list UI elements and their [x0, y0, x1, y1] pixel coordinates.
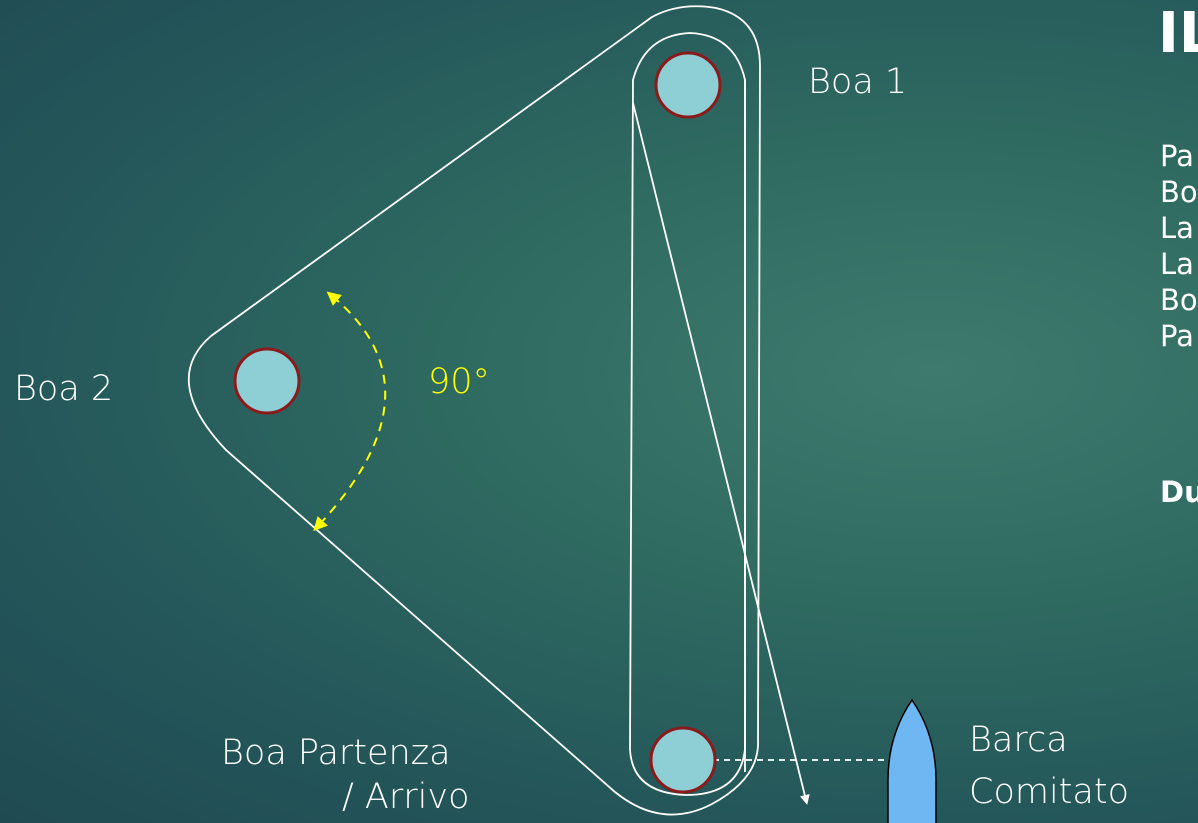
buoy-1-label: Boa 1	[808, 62, 908, 102]
list-item: Bo	[1160, 175, 1198, 209]
committee-boat-icon	[887, 698, 937, 823]
panel-title: IL	[1158, 1, 1198, 66]
list-item: La	[1160, 211, 1194, 245]
panel-list: Pa Bo La La Bo Pa	[1160, 138, 1198, 354]
start-buoy-icon	[649, 726, 717, 794]
buoy-1-icon	[654, 51, 722, 119]
buoy-2-icon	[233, 347, 301, 415]
committee-boat-label-line1: Barca	[969, 720, 1068, 760]
list-item: Pa	[1160, 139, 1194, 173]
inner-loop	[629, 32, 746, 796]
course-outline	[187, 5, 761, 816]
list-item: Bo	[1160, 283, 1198, 317]
start-buoy-label-line1: Boa Partenza	[221, 733, 451, 773]
diagonal-leg	[632, 102, 810, 805]
start-buoy-label-line2: / Arrivo	[342, 777, 470, 817]
list-item: La	[1160, 247, 1194, 281]
list-item: Pa	[1160, 319, 1194, 353]
panel-duration: Du	[1160, 475, 1198, 509]
angle-label: 90°	[428, 362, 491, 402]
buoy-2-label: Boa 2	[14, 369, 114, 409]
committee-boat-label-line2: Comitato	[969, 772, 1129, 812]
angle-arc	[313, 291, 387, 532]
